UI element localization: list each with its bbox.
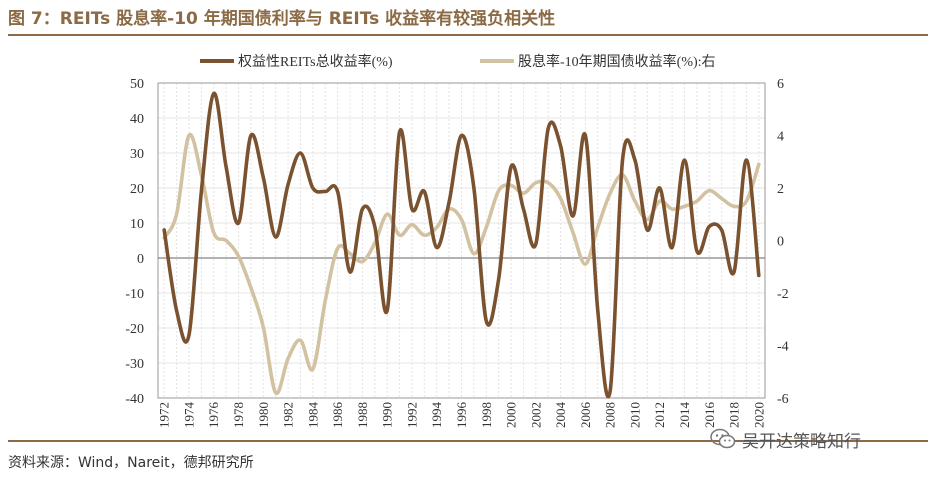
x-tick-label: 1982 (281, 402, 296, 428)
x-tick-label: 1998 (479, 402, 494, 428)
left-tick-label: 50 (130, 77, 144, 92)
x-tick-label: 1996 (454, 402, 469, 429)
left-tick-label: -10 (125, 287, 144, 302)
left-tick-label: -20 (125, 322, 144, 337)
right-tick-label: 0 (777, 235, 784, 250)
plot-frame (157, 82, 766, 399)
watermark-text: 吴开达策略知行 (742, 431, 861, 452)
x-tick-label: 2008 (603, 402, 618, 428)
x-tick-label: 2012 (652, 402, 667, 428)
right-axis-ticks: -6 -4 -2 0 2 4 6 (777, 77, 789, 407)
left-tick-label: 40 (130, 112, 144, 127)
footer-divider (8, 440, 928, 442)
x-tick-label: 1984 (305, 402, 320, 429)
right-tick-label: -4 (777, 340, 789, 355)
series-line-reits-total-return (162, 91, 761, 399)
x-tick-label: 2002 (528, 402, 543, 428)
x-tick-label: 1992 (404, 402, 419, 428)
left-tick-label: 10 (130, 217, 144, 232)
legend: 权益性REITs总收益率(%) 股息率-10年期国债收益率(%):右 (200, 53, 716, 70)
x-tick-label: 2018 (727, 402, 742, 428)
x-tick-label: 1972 (157, 402, 172, 428)
x-tick-label: 1978 (231, 402, 246, 428)
x-tick-label: 1980 (256, 402, 271, 428)
x-tick-label: 1994 (429, 401, 444, 428)
left-axis-ticks: -40 -30 -20 -10 0 10 20 30 40 50 (125, 77, 144, 407)
left-tick-label: 0 (137, 252, 144, 267)
wechat-icon (710, 428, 736, 449)
source-note: 资料来源：Wind，Nareit，德邦研究所 (8, 455, 254, 471)
left-tick-label: 20 (130, 182, 144, 197)
x-tick-label: 1988 (355, 402, 370, 428)
series-line-dividend-yield-spread (162, 132, 761, 395)
x-tick-label: 2000 (504, 402, 519, 428)
x-tick-label: 2014 (677, 402, 692, 429)
x-tick-label: 1986 (330, 401, 345, 428)
right-tick-label: 4 (777, 130, 784, 145)
right-tick-label: 6 (777, 77, 784, 92)
left-tick-label: -30 (125, 357, 144, 372)
x-tick-label: 1974 (181, 402, 196, 429)
x-tick-label: 2004 (553, 401, 568, 428)
x-tick-label: 1976 (206, 401, 221, 428)
x-axis-ticks: 1972 1974 1976 1978 1980 1982 1984 1986 1988 1990… (157, 401, 767, 428)
right-tick-label: 2 (777, 182, 784, 197)
left-tick-label: 30 (130, 147, 144, 162)
x-tick-label: 1990 (380, 402, 395, 428)
title-divider (8, 34, 928, 36)
figure-title: 图 7：REITs 股息率-10 年期国债利率与 REITs 收益率有较强负相关… (8, 9, 556, 29)
watermark: 吴开达策略知行 (710, 426, 861, 452)
x-tick-label: 2020 (751, 402, 766, 428)
series-lines (162, 91, 761, 399)
x-tick-label: 2016 (702, 402, 717, 429)
right-tick-label: -2 (777, 287, 789, 302)
right-tick-label: -6 (777, 392, 789, 407)
x-tick-label: 2010 (627, 402, 642, 428)
legend-label-reits-return: 权益性REITs总收益率(%) (238, 53, 393, 70)
x-tick-label: 2006 (578, 402, 593, 429)
left-tick-label: -40 (125, 392, 144, 407)
legend-label-yield-spread: 股息率-10年期国债收益率(%):右 (518, 53, 716, 70)
